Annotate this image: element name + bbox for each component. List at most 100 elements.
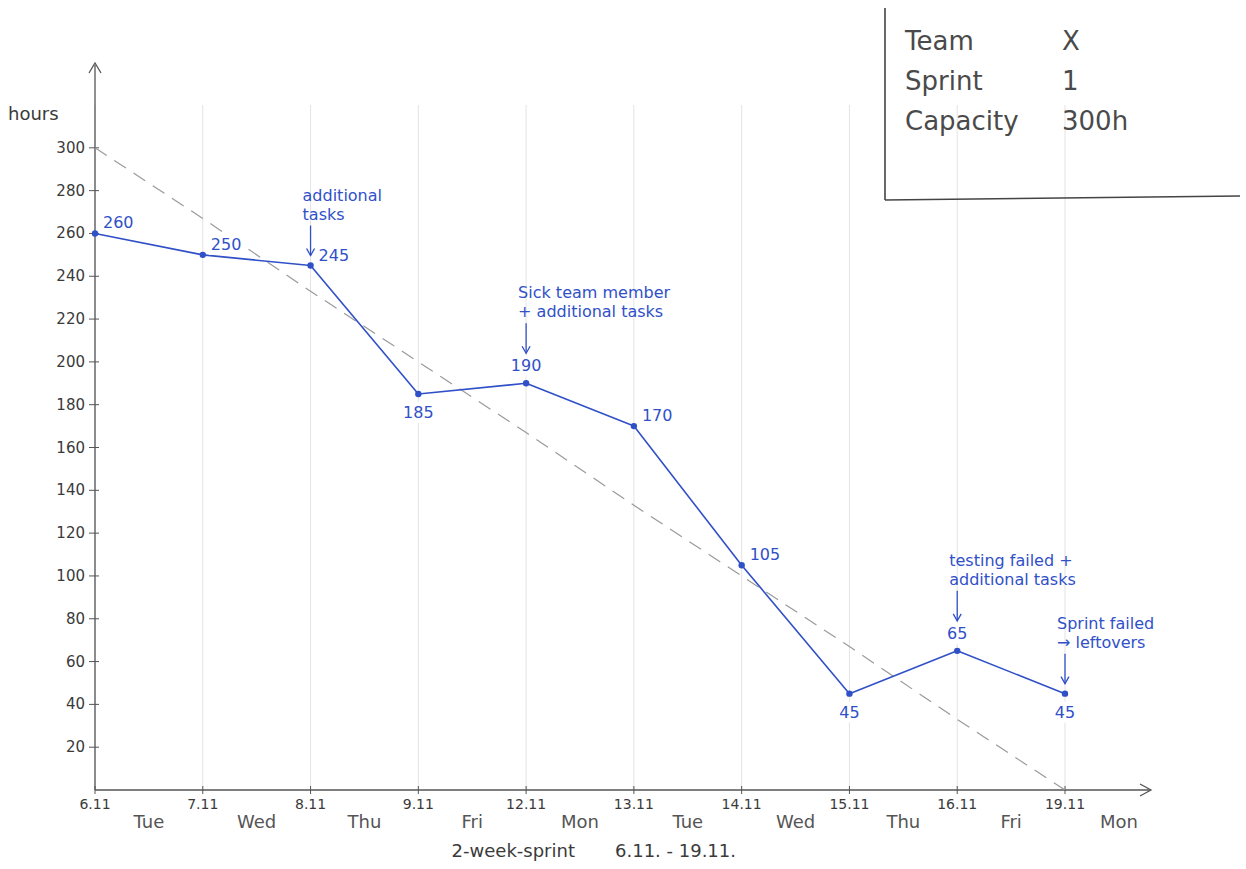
chart: 2040608010012014016018020022024026028030… — [0, 0, 1246, 869]
y-tick — [89, 404, 99, 405]
data-point — [523, 380, 529, 386]
weekday-label: Wed — [776, 811, 815, 832]
y-tick-label: 80 — [66, 610, 85, 628]
x-tick — [849, 786, 850, 794]
weekday-label: Thu — [885, 811, 920, 832]
x-tick — [741, 786, 742, 794]
y-tick — [89, 618, 99, 619]
y-tick — [89, 575, 99, 576]
annotation-arrowhead — [307, 249, 315, 256]
data-label: 250 — [211, 235, 242, 254]
x-tick-label: 15.11 — [829, 796, 869, 812]
x-tick — [526, 786, 527, 794]
info-value: 1 — [1062, 66, 1079, 96]
info-label: Capacity — [905, 106, 1019, 136]
y-tick-label: 220 — [56, 310, 85, 328]
data-label: 65 — [947, 624, 967, 643]
grid-line — [633, 105, 634, 790]
annotation-arrow — [525, 323, 526, 353]
y-axis — [94, 65, 95, 790]
label-patch — [509, 355, 544, 376]
y-tick-label: 160 — [56, 439, 85, 457]
y-tick-label: 200 — [56, 353, 85, 371]
weekday-label: Mon — [561, 811, 599, 832]
x-axis-arrow — [1140, 784, 1151, 796]
data-point — [846, 690, 852, 696]
y-tick-label: 100 — [56, 567, 85, 585]
data-label: 260 — [103, 213, 134, 232]
grid-line — [526, 105, 527, 790]
label-patch — [401, 402, 436, 423]
weekday-label: Wed — [237, 811, 276, 832]
info-label: Team — [904, 26, 974, 56]
y-tick — [89, 490, 99, 491]
data-point — [954, 648, 960, 654]
weekday-label: Mon — [1100, 811, 1138, 832]
grid-line — [202, 105, 203, 790]
plot-area — [92, 148, 1068, 790]
label-patch — [101, 212, 136, 233]
data-point — [631, 423, 637, 429]
y-tick-label: 40 — [66, 695, 85, 713]
label-patch — [209, 234, 244, 255]
period: 6.11. - 19.11. — [615, 840, 736, 861]
annotation-arrowhead — [953, 614, 961, 621]
data-label: 45 — [839, 703, 859, 722]
x-tick-label: 19.11 — [1045, 796, 1085, 812]
y-tick-label: 180 — [56, 396, 85, 414]
label-patch — [317, 245, 352, 266]
annotation: Sick team member — [518, 283, 670, 302]
y-tick — [89, 533, 99, 534]
info-box: TeamXSprint1Capacity300h — [885, 8, 1240, 200]
y-tick — [89, 704, 99, 705]
y-tick-label: 60 — [66, 653, 85, 671]
data-label: 45 — [1055, 703, 1075, 722]
x-tick-label: 14.11 — [722, 796, 762, 812]
caption: 2-week-sprint — [452, 840, 575, 861]
annotation-arrow — [957, 591, 958, 621]
x-tick — [202, 786, 203, 794]
y-tick-label: 280 — [56, 182, 85, 200]
data-point — [1062, 690, 1068, 696]
series-line — [95, 148, 1065, 790]
label-patch — [1053, 702, 1077, 723]
y-tick-label: 20 — [66, 738, 85, 756]
y-tick — [89, 319, 99, 320]
y-tick — [89, 661, 99, 662]
label-patch — [945, 623, 969, 644]
y-tick-label: 140 — [56, 481, 85, 499]
data-point — [738, 562, 744, 568]
data-label: 105 — [750, 545, 781, 564]
x-tick — [95, 786, 96, 794]
annotation: + additional tasks — [518, 302, 663, 321]
data-point — [200, 252, 206, 258]
label-patch — [837, 702, 861, 723]
weekday-label: Thu — [347, 811, 382, 832]
series — [92, 230, 1068, 697]
weekday-label: Fri — [461, 811, 482, 832]
annotation: tasks — [303, 205, 345, 224]
x-tick-label: 13.11 — [614, 796, 654, 812]
x-tick-label: 7.11 — [187, 796, 218, 812]
x-tick-label: 9.11 — [403, 796, 434, 812]
series-line — [95, 233, 1065, 693]
grid-line — [1065, 105, 1066, 790]
annotation-arrowhead — [1061, 677, 1069, 684]
y-tick — [89, 190, 99, 191]
data-point — [92, 230, 98, 236]
label-patch — [748, 544, 783, 565]
annotation: → leftovers — [1057, 633, 1145, 652]
grid-line — [418, 105, 419, 790]
annotations: additionaltasksSick team member+ additio… — [303, 186, 1155, 684]
data-label: 185 — [403, 403, 434, 422]
grid-line — [741, 105, 742, 790]
x-axis — [95, 789, 1150, 790]
data-label: 170 — [642, 406, 673, 425]
label-patch — [640, 405, 675, 426]
y-tick-label: 120 — [56, 524, 85, 542]
y-tick — [89, 276, 99, 277]
info-label: Sprint — [905, 66, 983, 96]
weekday-label: Tue — [133, 811, 165, 832]
x-tick-label: 6.11 — [79, 796, 110, 812]
y-tick — [89, 361, 99, 362]
